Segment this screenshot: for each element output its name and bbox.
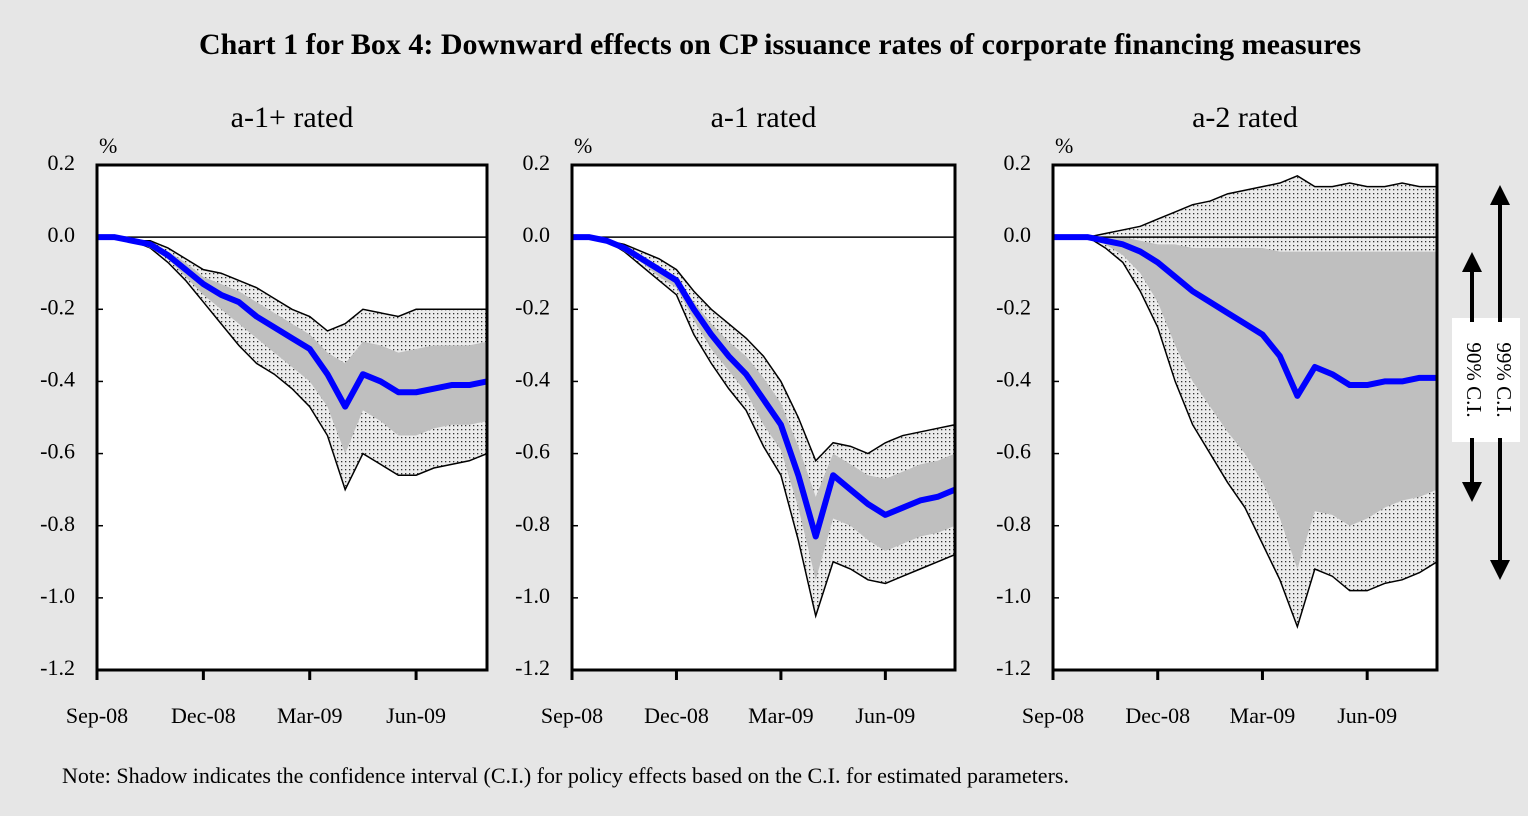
y-tick-label: -0.4: [515, 366, 550, 391]
y-axis-label: %: [574, 133, 592, 158]
y-axis-label: %: [99, 133, 117, 158]
y-tick-label: -0.2: [40, 294, 75, 319]
y-tick-label: -0.2: [996, 294, 1031, 319]
plot-frame: [95, 163, 489, 672]
x-tick-label: Dec-08: [171, 703, 236, 728]
ci-band-inner: [1053, 237, 1437, 569]
series-line: [1053, 234, 1437, 399]
y-tick-label: -0.8: [515, 511, 550, 536]
panel-title: a-1 rated: [711, 101, 817, 134]
plot-frame: [570, 163, 957, 672]
plot-frame: [1051, 163, 1439, 672]
panel-title: a-1+ rated: [231, 101, 354, 134]
ci-label: 99% C.I.: [1492, 342, 1516, 417]
y-tick-label: 0.2: [523, 150, 551, 175]
y-axis-label: %: [1055, 133, 1073, 158]
series-line: [572, 234, 957, 540]
y-tick-label: -1.0: [40, 583, 75, 608]
x-tick-label: Sep-08: [66, 703, 128, 728]
x-tick-label: Mar-09: [277, 703, 343, 728]
x-tick-label: Mar-09: [748, 703, 814, 728]
y-tick-label: 0.2: [48, 150, 76, 175]
y-tick-label: -0.6: [996, 439, 1031, 464]
ci-band-inner: [97, 237, 487, 454]
y-tick-label: 0.0: [48, 222, 76, 247]
y-tick-label: -1.2: [996, 655, 1031, 680]
y-tick-label: -1.0: [515, 583, 550, 608]
y-tick-label: -0.2: [515, 294, 550, 319]
panel-title: a-2 rated: [1192, 101, 1298, 134]
y-tick-label: -0.8: [996, 511, 1031, 536]
x-tick-label: Jun-09: [386, 703, 446, 728]
y-tick-label: 0.2: [1004, 150, 1032, 175]
y-tick-label: -0.8: [40, 511, 75, 536]
y-tick-label: -0.6: [515, 439, 550, 464]
y-tick-label: -0.4: [996, 366, 1031, 391]
chart-title: Chart 1 for Box 4: Downward effects on C…: [199, 28, 1361, 61]
y-tick-label: -0.6: [40, 439, 75, 464]
y-tick-label: -1.2: [515, 655, 550, 680]
ci-label: 90% C.I.: [1462, 342, 1486, 417]
x-tick-label: Sep-08: [1022, 703, 1084, 728]
y-tick-label: -1.0: [996, 583, 1031, 608]
x-tick-label: Dec-08: [1125, 703, 1190, 728]
x-tick-label: Jun-09: [855, 703, 915, 728]
chart-note: Note: Shadow indicates the confidence in…: [62, 763, 1069, 788]
y-tick-label: -0.4: [40, 366, 75, 391]
series-line: [97, 234, 488, 410]
x-tick-label: Mar-09: [1230, 703, 1296, 728]
y-tick-label: 0.0: [1004, 222, 1032, 247]
y-tick-label: 0.0: [523, 222, 551, 247]
y-tick-label: -1.2: [40, 655, 75, 680]
x-tick-label: Sep-08: [541, 703, 603, 728]
x-tick-label: Dec-08: [644, 703, 709, 728]
x-tick-label: Jun-09: [1337, 703, 1397, 728]
ci-label-backdrop: [1460, 322, 1516, 438]
